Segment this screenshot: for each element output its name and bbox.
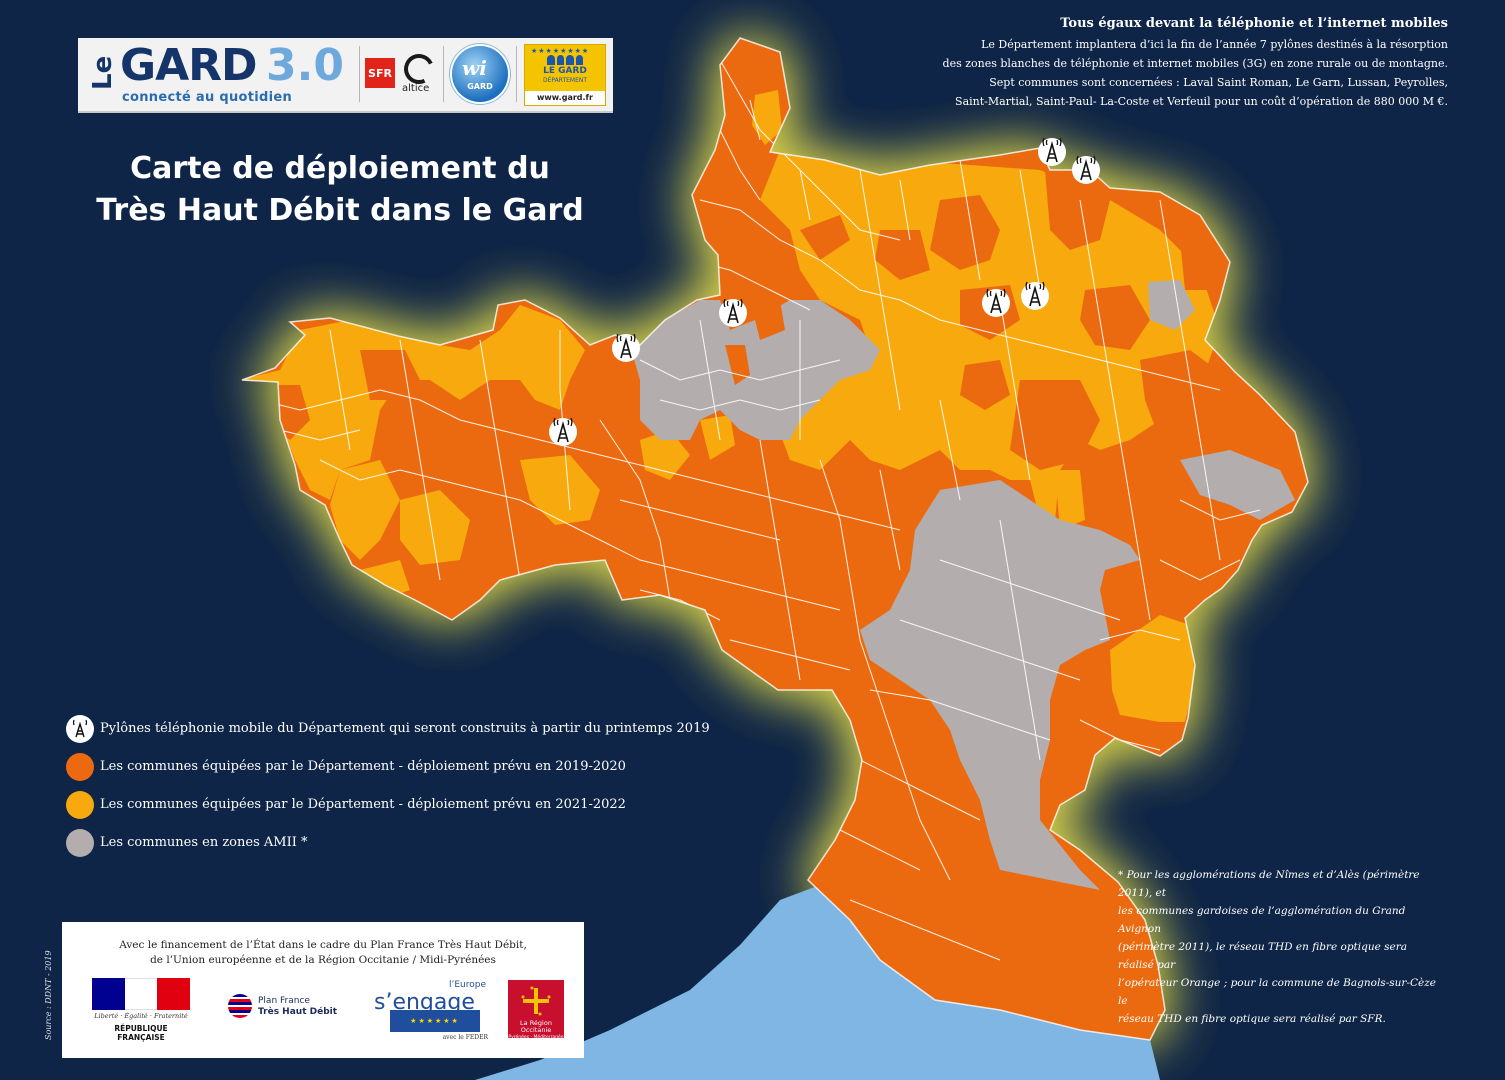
zone-amii-nimes <box>860 480 1140 890</box>
altice-logo: altice <box>399 49 439 96</box>
republique-francaise-logo: Liberté · Égalité · Fraternité RÉPUBLIQU… <box>92 978 191 1042</box>
footnote-line: les communes gardoises de l’agglomératio… <box>1118 905 1406 935</box>
mobile-coverage-info: Tous égaux devant la téléphonie et l’int… <box>888 16 1448 111</box>
wi-label: wi <box>462 56 487 80</box>
yellow-swatch <box>66 791 94 819</box>
logo-le: Le <box>88 55 118 91</box>
info-heading: Tous égaux devant la téléphonie et l’int… <box>1060 16 1448 31</box>
funders-text: Avec le financement de l’État dans le ca… <box>62 938 584 968</box>
pfthd-line-2: Très Haut Débit <box>258 1007 338 1017</box>
rf-name: RÉPUBLIQUE FRANÇAISE <box>114 1024 168 1042</box>
tower-icon <box>1038 137 1066 166</box>
region-occitanie-logo: La Région Occitanie Pyrénées - Méditerra… <box>508 980 564 1041</box>
tower-icon <box>612 333 640 362</box>
zone-2021-2022-southeast <box>1110 615 1195 722</box>
pfthd-line-1: Plan France <box>258 996 310 1006</box>
departement-gard-logo: ★★★★★★★★ LE GARD DÉPARTEMENT www.gard.fr <box>524 44 606 106</box>
partner-logo-banner: Le GARD 3.0 connecté au quotidien SFR al… <box>78 38 613 113</box>
wi-sub-label: GARD <box>467 82 493 91</box>
legend-label: Les communes en zones AMII * <box>100 835 308 850</box>
legend-label: Pylônes téléphonie mobile du Département… <box>100 721 710 736</box>
orange-swatch <box>66 753 94 781</box>
zone-2021-2022-west <box>242 305 585 500</box>
amii-footnote: * Pour les agglomérations de Nîmes et d’… <box>1118 866 1438 1028</box>
footnote-line: * Pour les agglomérations de Nîmes et d’… <box>1118 869 1420 899</box>
eu-top: l’Europe <box>448 980 486 990</box>
logo-tagline: connecté au quotidien <box>122 90 293 105</box>
zone-amii-ales <box>630 300 880 440</box>
title-line-2: Très Haut Débit dans le Gard <box>96 193 584 228</box>
dept-sub: DÉPARTEMENT <box>542 77 588 84</box>
legend-item-2021-2022: Les communes équipées par le Département… <box>66 790 706 828</box>
eu-bottom: avec le FEDER <box>442 1034 488 1041</box>
occ-text: La Région Occitanie Pyrénées - Méditerra… <box>508 1020 564 1041</box>
map-legend: Pylônes téléphonie mobile du Département… <box>66 714 710 866</box>
tower-icon <box>1021 281 1049 310</box>
occ-line: Occitanie <box>520 1026 552 1034</box>
legend-item-2019-2020: Les communes équipées par le Département… <box>66 752 706 790</box>
sfr-logo: SFR <box>365 58 395 88</box>
wi-gard-logo: wi GARD <box>452 46 508 102</box>
tower-icon <box>719 298 747 327</box>
le-gard-3-0-logo: Le GARD 3.0 connecté au quotidien <box>88 40 358 106</box>
info-line: Sept communes sont concernées : Laval Sa… <box>989 76 1448 89</box>
gray-swatch <box>66 829 94 857</box>
footnote-line: réseau THD en fibre optique sera réalisé… <box>1118 1013 1386 1025</box>
legend-label: Les communes équipées par le Département… <box>100 759 626 774</box>
logo-divider <box>443 46 444 102</box>
footnote-line: (périmètre 2011), le réseau THD en fibre… <box>1118 941 1408 971</box>
pylones-markers <box>549 137 1100 446</box>
tower-icon <box>982 288 1010 317</box>
logo-divider <box>359 46 360 102</box>
zone-amii-avignon <box>1180 450 1295 520</box>
info-line: des zones blanches de téléphonie et inte… <box>942 57 1448 70</box>
tower-icon <box>66 715 94 743</box>
dept-url: www.gard.fr <box>525 91 605 105</box>
funders-line: Avec le financement de l’État dans le ca… <box>119 939 527 951</box>
legend-item-pylones: Pylônes téléphonie mobile du Département… <box>66 714 710 752</box>
altice-label: altice <box>402 83 430 94</box>
occ-line: La Région <box>520 1019 552 1027</box>
rf-motto: Liberté · Égalité · Fraternité <box>94 1012 188 1020</box>
zone-amii-bagnols <box>1148 280 1195 330</box>
map-title: Carte de déploiement du Très Haut Débit … <box>60 148 620 232</box>
plan-france-thd-logo: Plan France Très Haut Débit <box>228 994 348 1026</box>
title-line-1: Carte de déploiement du <box>130 151 550 186</box>
info-line: Le Département implantera d’ici la fin d… <box>981 38 1448 51</box>
info-body: Le Département implantera d’ici la fin d… <box>888 35 1448 111</box>
sea <box>475 885 1160 1080</box>
tower-icon <box>1072 155 1100 184</box>
legend-item-amii: Les communes en zones AMII * <box>66 828 706 866</box>
logo-gard: GARD <box>120 40 258 91</box>
info-line: Saint-Martial, Saint-Paul- La-Coste et V… <box>955 95 1448 108</box>
europe-sengage-logo: l’Europe s’engage ★★★★★★ avec le FEDER <box>374 980 488 1041</box>
footnote-line: l’opérateur Orange ; pour la commune de … <box>1118 977 1436 1007</box>
tower-icon <box>549 417 577 446</box>
dept-name: LE GARD <box>543 66 587 76</box>
funders-box: Avec le financement de l’État dans le ca… <box>62 922 584 1058</box>
commune-borders <box>259 59 1261 961</box>
occ-line: Pyrénées - Méditerranée <box>508 1035 564 1040</box>
logo-divider <box>516 46 517 102</box>
source-credit: Source : DDNT - 2019 <box>44 950 53 1040</box>
legend-label: Les communes équipées par le Département… <box>100 797 626 812</box>
logo-version: 3.0 <box>266 40 344 91</box>
funders-line: de l’Union européenne et de la Région Oc… <box>150 954 496 966</box>
